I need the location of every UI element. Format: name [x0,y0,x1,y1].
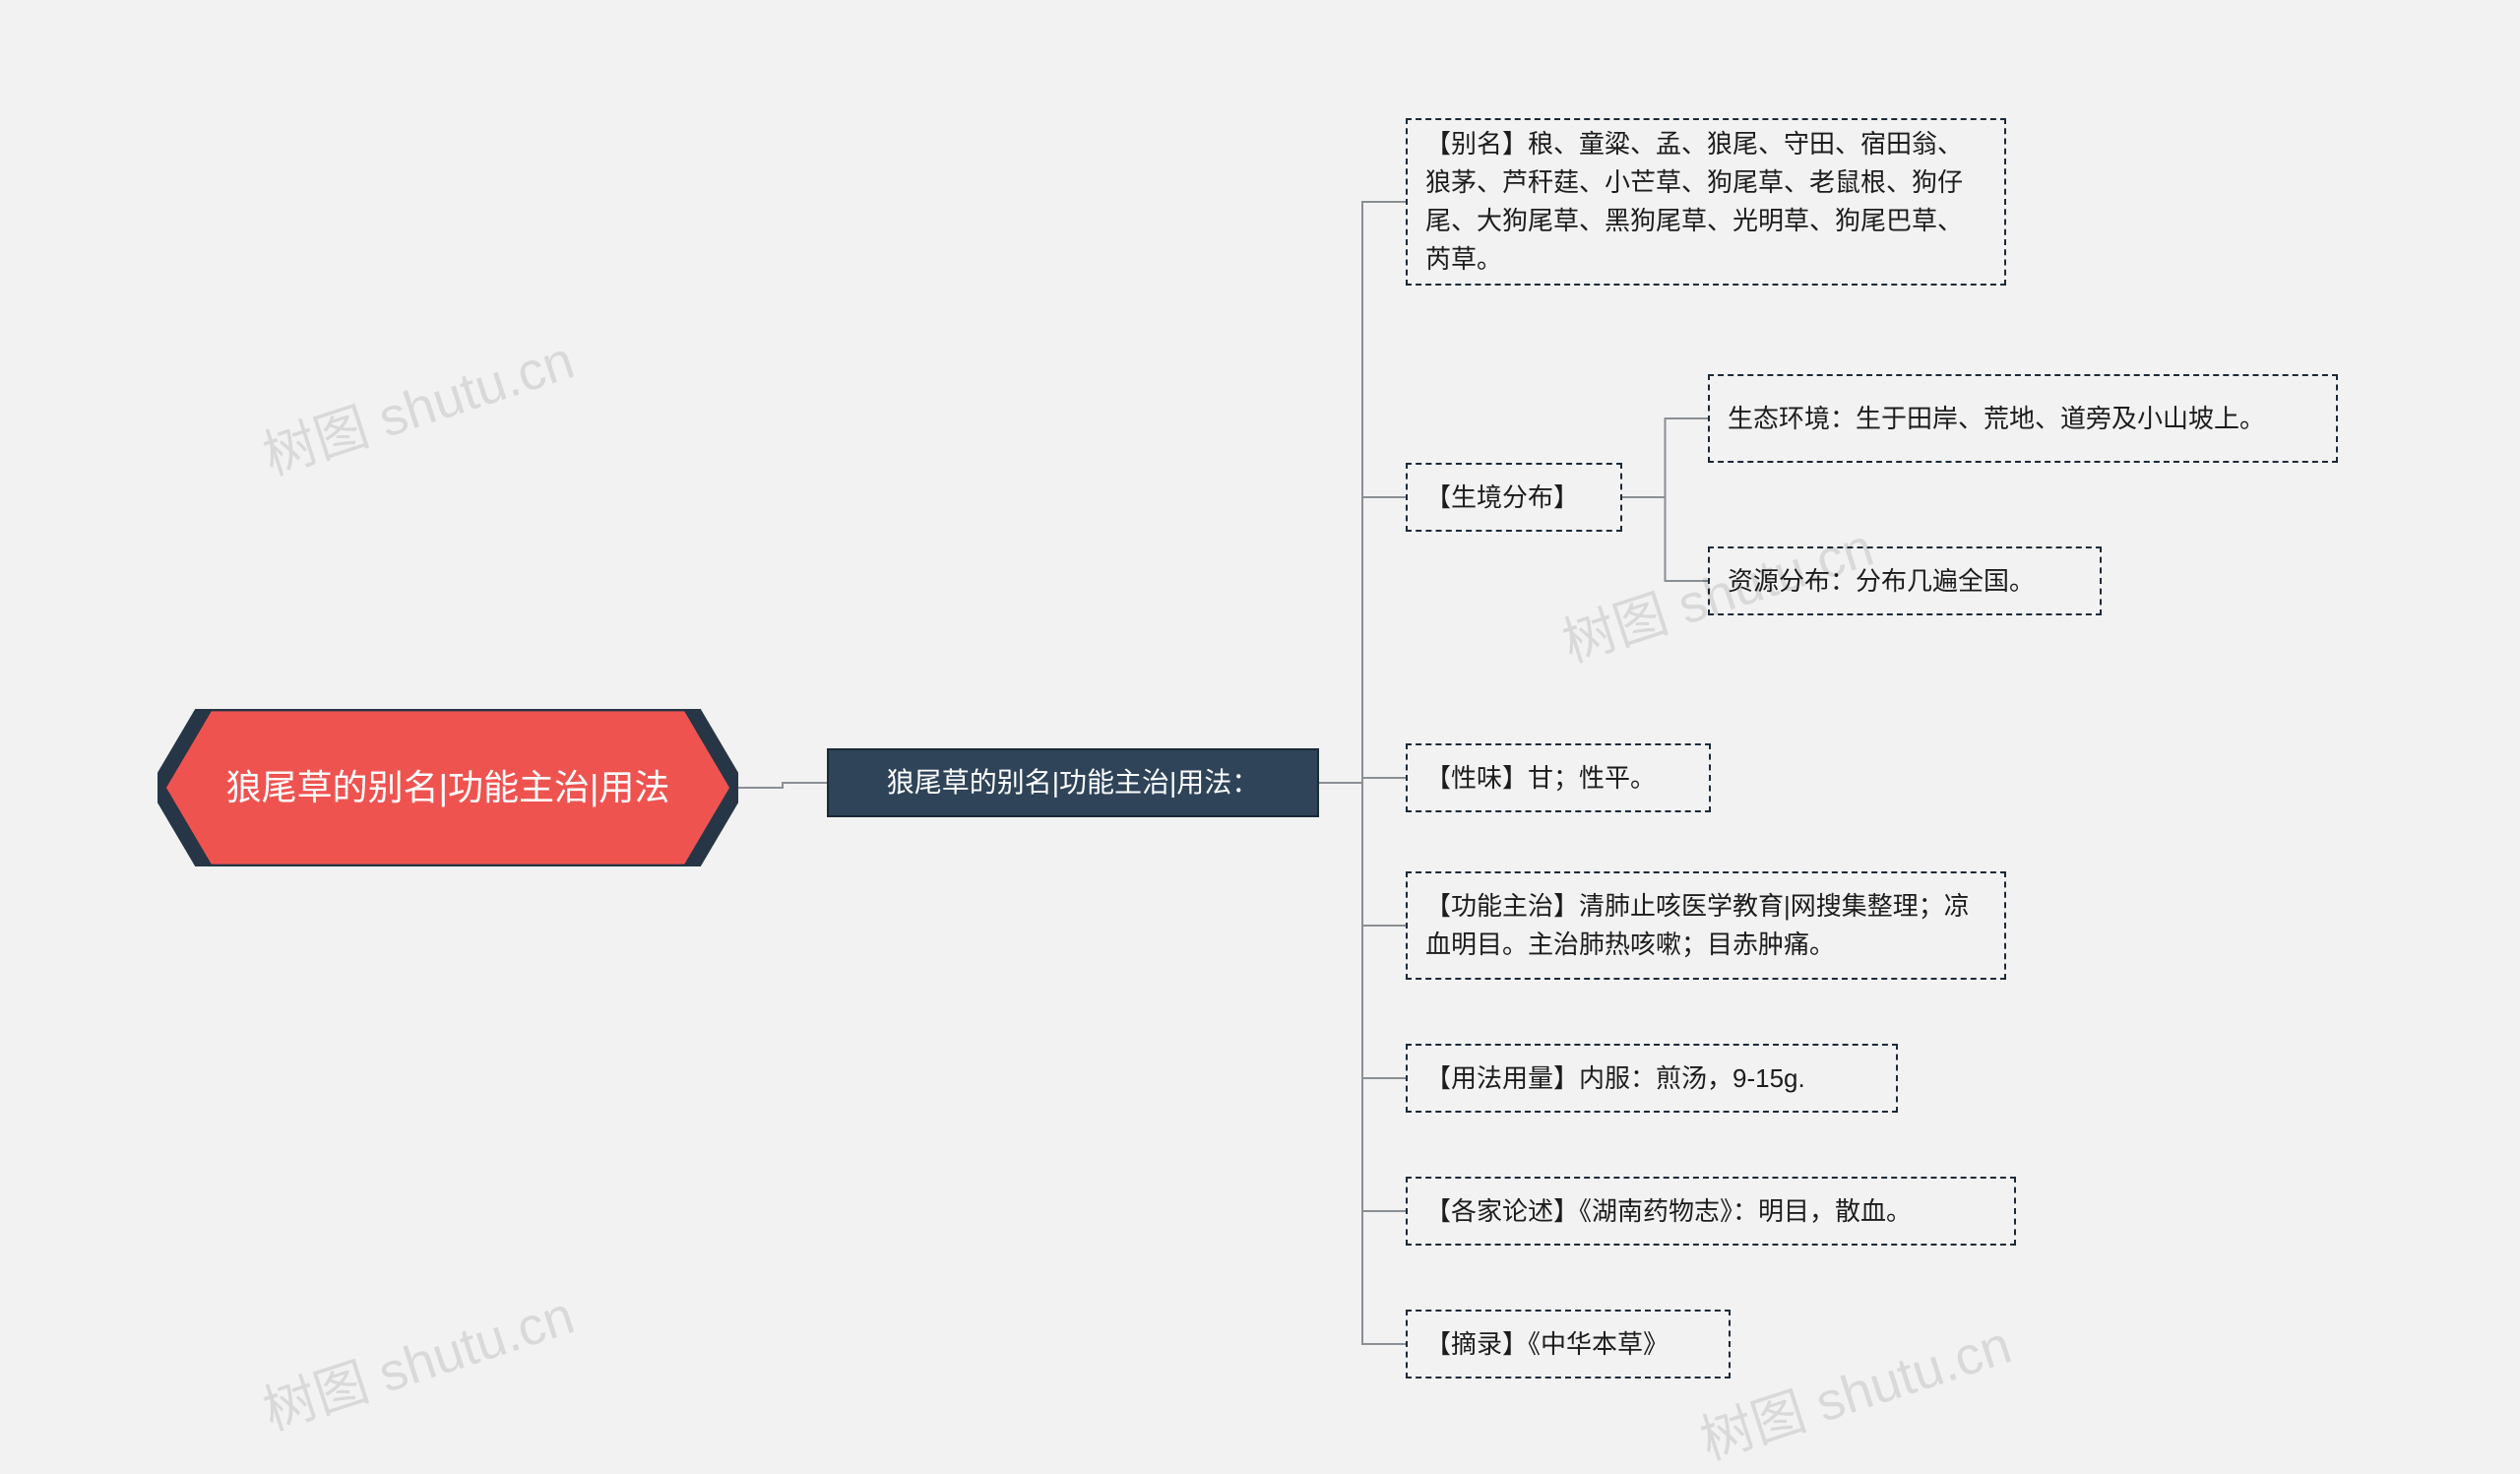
leaf-alias-text: 【别名】稂、童粱、孟、狼尾、守田、宿田翁、狼茅、芦秆莛、小芒草、狗尾草、老鼠根、… [1425,125,1986,279]
leaf-dosage: 【用法用量】内服：煎汤，9-15g. [1406,1044,1898,1113]
leaf-discussion: 【各家论述】《湖南药物志》：明目，散血。 [1406,1177,2016,1246]
leaf-flavor-text: 【性味】甘；性平。 [1425,759,1656,798]
leaf-habitat-dist: 资源分布：分布几遍全国。 [1708,546,2102,615]
leaf-habitat: 【生境分布】 [1406,463,1622,532]
leaf-dosage-text: 【用法用量】内服：煎汤，9-15g. [1425,1059,1805,1098]
leaf-habitat-env-text: 生态环境：生于田岸、荒地、道旁及小山坡上。 [1728,400,2265,438]
leaf-habitat-env: 生态环境：生于田岸、荒地、道旁及小山坡上。 [1708,374,2338,463]
leaf-discussion-text: 【各家论述】《湖南药物志》：明目，散血。 [1425,1192,1912,1231]
leaf-habitat-text: 【生境分布】 [1425,479,1579,517]
leaf-function-text: 【功能主治】清肺止咳医学教育|网搜集整理；凉血明目。主治肺热咳嗽；目赤肿痛。 [1425,887,1986,964]
root-label: 狼尾草的别名|功能主治|用法 [226,761,670,814]
subtitle-node: 狼尾草的别名|功能主治|用法： [827,748,1319,817]
leaf-function: 【功能主治】清肺止咳医学教育|网搜集整理；凉血明目。主治肺热咳嗽；目赤肿痛。 [1406,871,2006,980]
leaf-excerpt-text: 【摘录】《中华本草》 [1425,1325,1669,1364]
leaf-flavor: 【性味】甘；性平。 [1406,743,1711,812]
leaf-alias: 【别名】稂、童粱、孟、狼尾、守田、宿田翁、狼茅、芦秆莛、小芒草、狗尾草、老鼠根、… [1406,118,2006,286]
root-node: 狼尾草的别名|功能主治|用法 [158,709,738,866]
leaf-excerpt: 【摘录】《中华本草》 [1406,1310,1731,1378]
diagram-canvas: 狼尾草的别名|功能主治|用法 狼尾草的别名|功能主治|用法： 【别名】稂、童粱、… [0,0,2520,1474]
leaf-habitat-dist-text: 资源分布：分布几遍全国。 [1728,562,2035,601]
subtitle-label: 狼尾草的别名|功能主治|用法： [887,762,1260,803]
